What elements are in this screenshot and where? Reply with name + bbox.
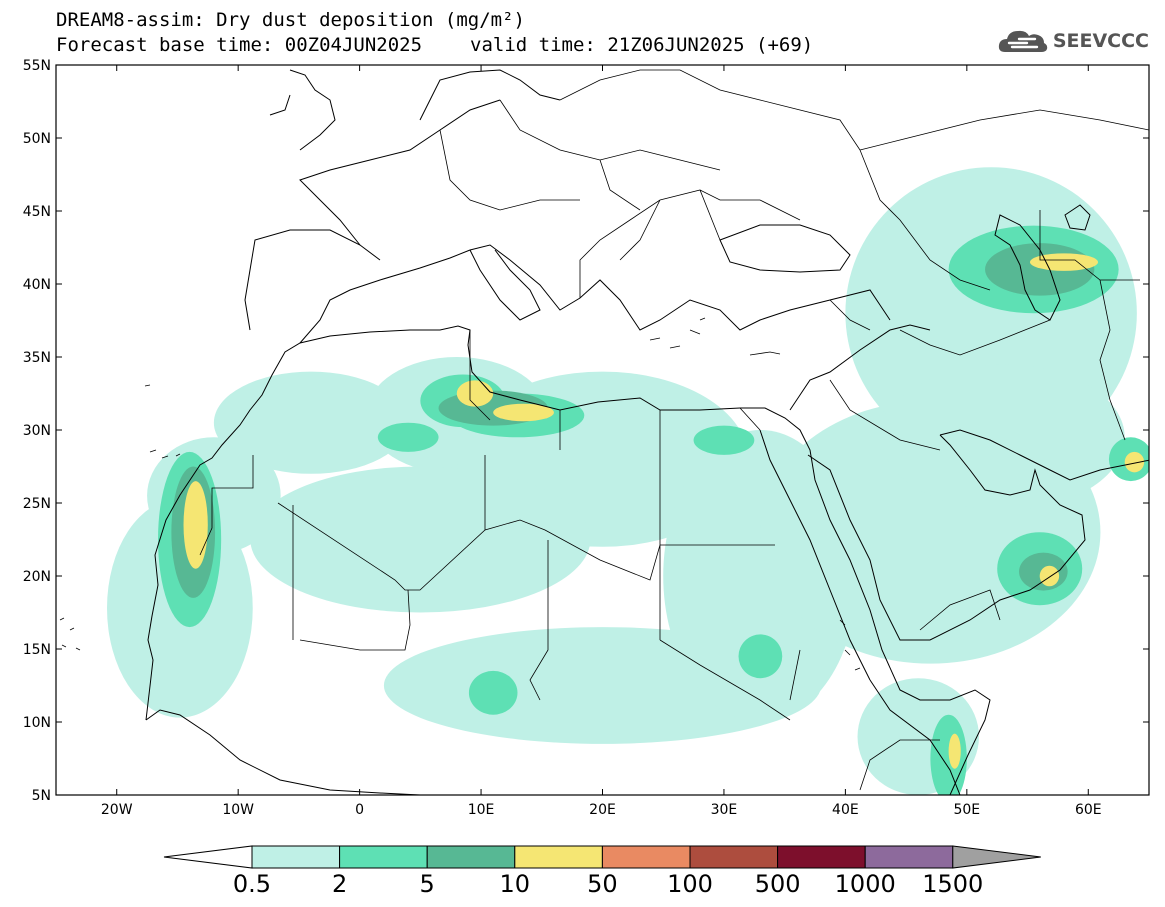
aral-sea [1064, 204, 1091, 231]
colorbar-swatch-0 [251, 845, 341, 869]
deposition-region-28 [456, 380, 494, 407]
canary-islands [144, 384, 181, 459]
deposition-region-10 [881, 364, 1125, 511]
lon-tick-label: 0 [355, 802, 364, 818]
base-time: Forecast base time: 00Z04JUN2025 [56, 34, 423, 56]
lon-tick-label: 10E [468, 802, 495, 818]
lon-tick-label: 30E [711, 802, 738, 818]
lat-tick-label: 20N [23, 569, 51, 585]
lon-tick-label: 20W [101, 802, 133, 818]
deposition-region-32 [1124, 451, 1145, 473]
colorbar-swatch-5 [689, 845, 779, 869]
lat-tick-label: 50N [23, 131, 51, 147]
deposition-region-22 [930, 714, 967, 795]
greek-islands [649, 317, 781, 356]
persian-gulf-coast [939, 429, 1149, 481]
lon-tick-label: 10W [222, 802, 254, 818]
colorbar-label-3: 10 [500, 870, 531, 898]
lat-tick-label: 45N [23, 204, 51, 220]
colorbar-swatch-7 [864, 845, 954, 869]
colorbar-label-8: 1500 [922, 870, 983, 898]
deposition-region-27 [183, 481, 208, 569]
deposition-region-17 [738, 634, 783, 679]
caspian-sea [994, 214, 1061, 321]
colorbar: 0.5 2 5 10 50 100 500 1000 1500 [163, 845, 1041, 898]
red-sea-west [759, 429, 871, 681]
forecast-times: Forecast base time: 00Z04JUN2025 valid ti… [56, 35, 813, 55]
lat-tick-label: 55N [23, 58, 51, 74]
colorbar-label-2: 5 [420, 870, 435, 898]
colorbar-under-triangle [163, 845, 253, 869]
seevccc-logo: SEEVCCC [997, 26, 1149, 56]
lat-tick-label: 40N [23, 277, 51, 293]
valid-time: valid time: 21Z06JUN2025 (+69) [470, 34, 814, 56]
deposition-region-2 [213, 371, 409, 474]
colorbar-swatch-3 [514, 845, 603, 869]
deposition-region-29 [493, 403, 554, 422]
red-sea-islands [839, 619, 861, 671]
lon-tick-label: 40E [832, 802, 859, 818]
colorbar-swatch-1 [339, 845, 428, 869]
deposition-region-15 [377, 422, 439, 452]
colorbar-label-0: 0.5 [233, 870, 271, 898]
deposition-region-30 [1029, 253, 1098, 271]
lon-tick-label: 60E [1075, 802, 1102, 818]
lat-tick-label: 5N [32, 788, 51, 804]
deposition-region-5 [250, 466, 591, 613]
colorbar-label-4: 50 [587, 870, 618, 898]
lat-tick-label: 30N [23, 423, 51, 439]
red-sea-east [789, 324, 931, 411]
west-africa-coast [145, 709, 421, 795]
france-coast [299, 99, 501, 246]
iberia [244, 229, 381, 331]
black-sea [719, 224, 851, 273]
lon-tick-label: 50E [953, 802, 980, 818]
deposition-region-33 [948, 733, 961, 769]
lon-tick-label: 20E [589, 802, 616, 818]
lat-tick-label: 35N [23, 350, 51, 366]
country-borders [199, 69, 1149, 791]
colorbar-swatch-2 [426, 845, 516, 869]
lat-tick-label: 15N [23, 642, 51, 658]
scandinavia-baltic [419, 69, 561, 121]
britain [269, 69, 336, 151]
colorbar-label-5: 100 [667, 870, 713, 898]
colorbar-label-7: 1000 [835, 870, 896, 898]
deposition-region-31 [1039, 565, 1060, 587]
deposition-region-18 [468, 670, 518, 715]
colorbar-swatch-6 [777, 845, 866, 869]
coastlines-and-borders [59, 69, 1149, 795]
deposition-field [107, 167, 1149, 795]
arabia-coast [807, 434, 1086, 641]
lat-tick-label: 10N [23, 715, 51, 731]
axis-ticks: 20W 10W 0 10E 20E 30E 40E 50E 60E 55N 50N 45N 40N 35N… [23, 58, 1149, 818]
map-title: DREAM8-assim: Dry dust deposition (mg/m²… [56, 9, 525, 31]
logo-text: SEEVCCC [1052, 30, 1149, 52]
lat-tick-label: 25N [23, 496, 51, 512]
colorbar-label-1: 2 [332, 870, 347, 898]
deposition-region-16 [693, 425, 755, 455]
italy [469, 249, 541, 321]
cape-verde [59, 617, 81, 651]
mediterranean-north [299, 244, 891, 344]
colorbar-swatch-4 [601, 845, 691, 869]
cloud-logo-icon [998, 30, 1048, 52]
colorbar-over-triangle [952, 845, 1041, 869]
colorbar-label-6: 500 [755, 870, 801, 898]
